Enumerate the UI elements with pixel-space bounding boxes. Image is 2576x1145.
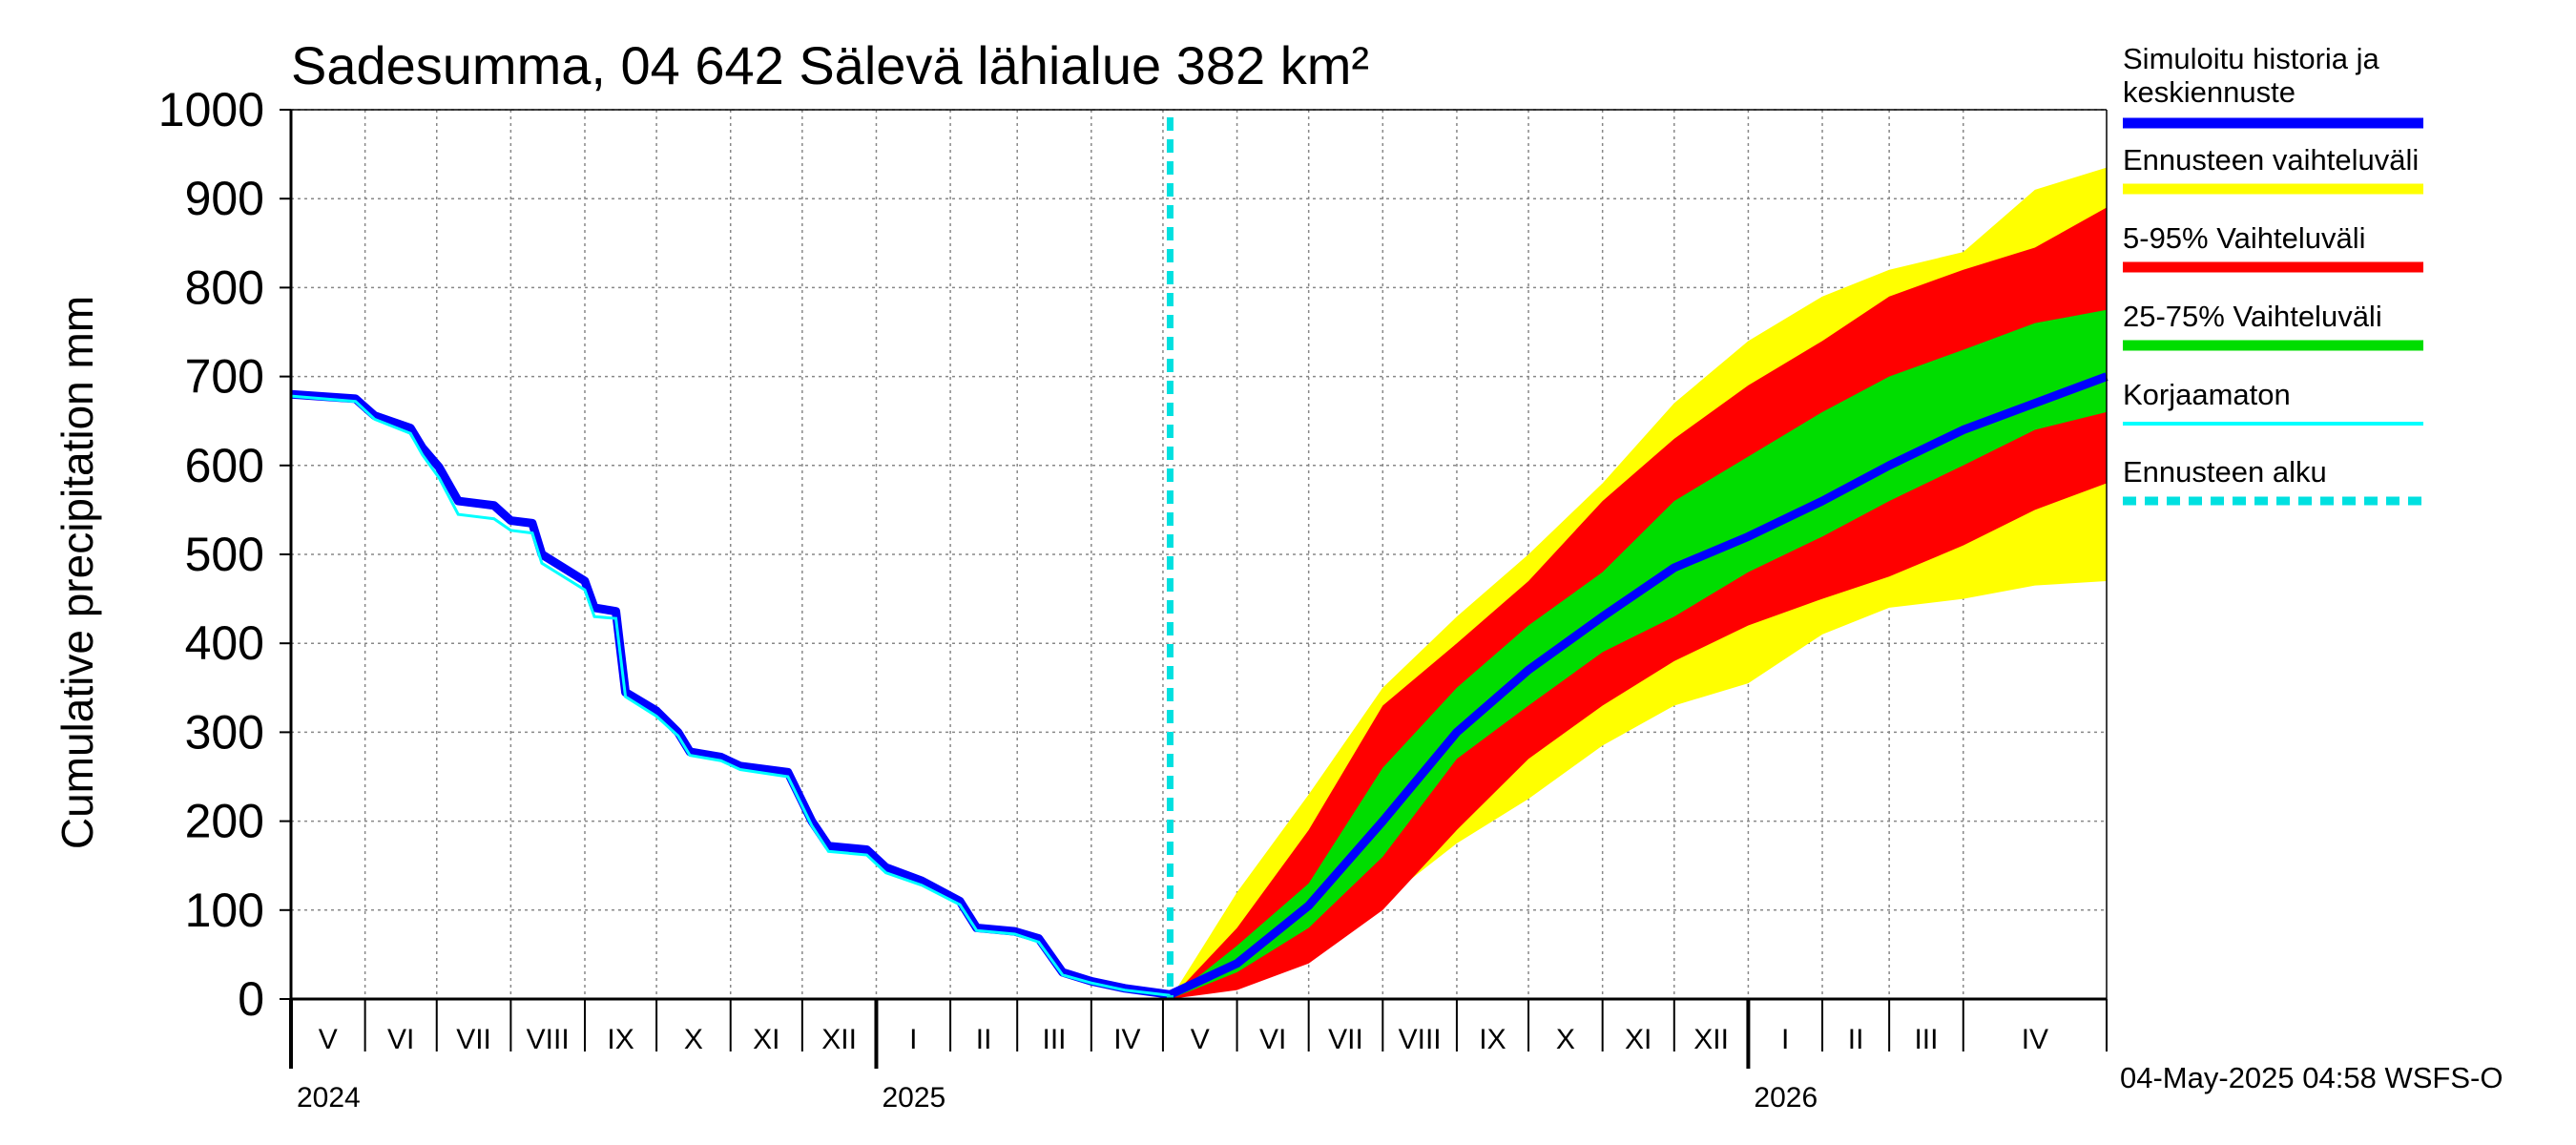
legend-label: Ennusteen alku [2123, 455, 2327, 489]
month-label: XI [753, 1024, 779, 1055]
month-label: I [1781, 1024, 1789, 1055]
month-label: XII [1693, 1024, 1729, 1055]
month-label: II [1848, 1024, 1864, 1055]
month-label: IV [2022, 1024, 2048, 1055]
median-forecast-line [1168, 372, 2109, 999]
year-label: 2026 [1754, 1082, 1818, 1114]
legend-label: Simuloitu historia ja [2123, 42, 2380, 75]
legend-label: Ennusteen vaihteluväli [2123, 143, 2419, 177]
month-label: VII [456, 1024, 491, 1055]
y-tick-label: 1000 [158, 83, 264, 136]
y-tick-label: 700 [185, 350, 264, 404]
y-tick-label: 400 [185, 616, 264, 670]
month-label: X [1556, 1024, 1575, 1055]
legend-label: 25-75% Vaihteluväli [2123, 300, 2382, 333]
month-label: XI [1625, 1024, 1652, 1055]
y-tick-label: 900 [185, 172, 264, 225]
chart-title: Sadesumma, 04 642 Sälevä lähialue 382 km… [291, 35, 1369, 95]
year-label: 2025 [882, 1082, 945, 1114]
month-label: III [1914, 1024, 1938, 1055]
month-label: IV [1113, 1024, 1140, 1055]
month-label: VI [1259, 1024, 1286, 1055]
month-label: VIII [527, 1024, 570, 1055]
legend-label: keskiennuste [2123, 75, 2296, 109]
month-label: V [1191, 1024, 1210, 1055]
month-label: I [909, 1024, 917, 1055]
y-tick-label: 800 [185, 260, 264, 314]
y-tick-label: 500 [185, 528, 264, 581]
history-line [290, 389, 1172, 999]
series-lines [290, 117, 2109, 999]
month-label: VI [387, 1024, 414, 1055]
band-25-75-vaihteluv-li [1170, 309, 2107, 999]
month-label: VIII [1399, 1024, 1442, 1055]
footer-timestamp: 04-May-2025 04:58 WSFS-O [2120, 1061, 2503, 1094]
month-label: V [319, 1024, 338, 1055]
month-label: II [976, 1024, 992, 1055]
month-label: IX [1479, 1024, 1506, 1055]
month-label: III [1043, 1024, 1067, 1055]
y-tick-label: 300 [185, 705, 264, 759]
y-tick-label: 0 [238, 972, 264, 1026]
month-label: XII [821, 1024, 857, 1055]
year-label: 2024 [297, 1082, 361, 1114]
y-tick-label: 600 [185, 439, 264, 492]
month-label: IX [607, 1024, 634, 1055]
legend-label: Korjaamaton [2123, 378, 2291, 411]
month-label: VII [1328, 1024, 1363, 1055]
month-label: X [684, 1024, 703, 1055]
y-tick-label: 100 [185, 884, 264, 937]
legend-label: 5-95% Vaihteluväli [2123, 221, 2365, 255]
y-axis-label: Cumulative precipitation mm [52, 296, 102, 849]
y-tick-label: 200 [185, 795, 264, 848]
uncorrected-line [290, 394, 1171, 997]
